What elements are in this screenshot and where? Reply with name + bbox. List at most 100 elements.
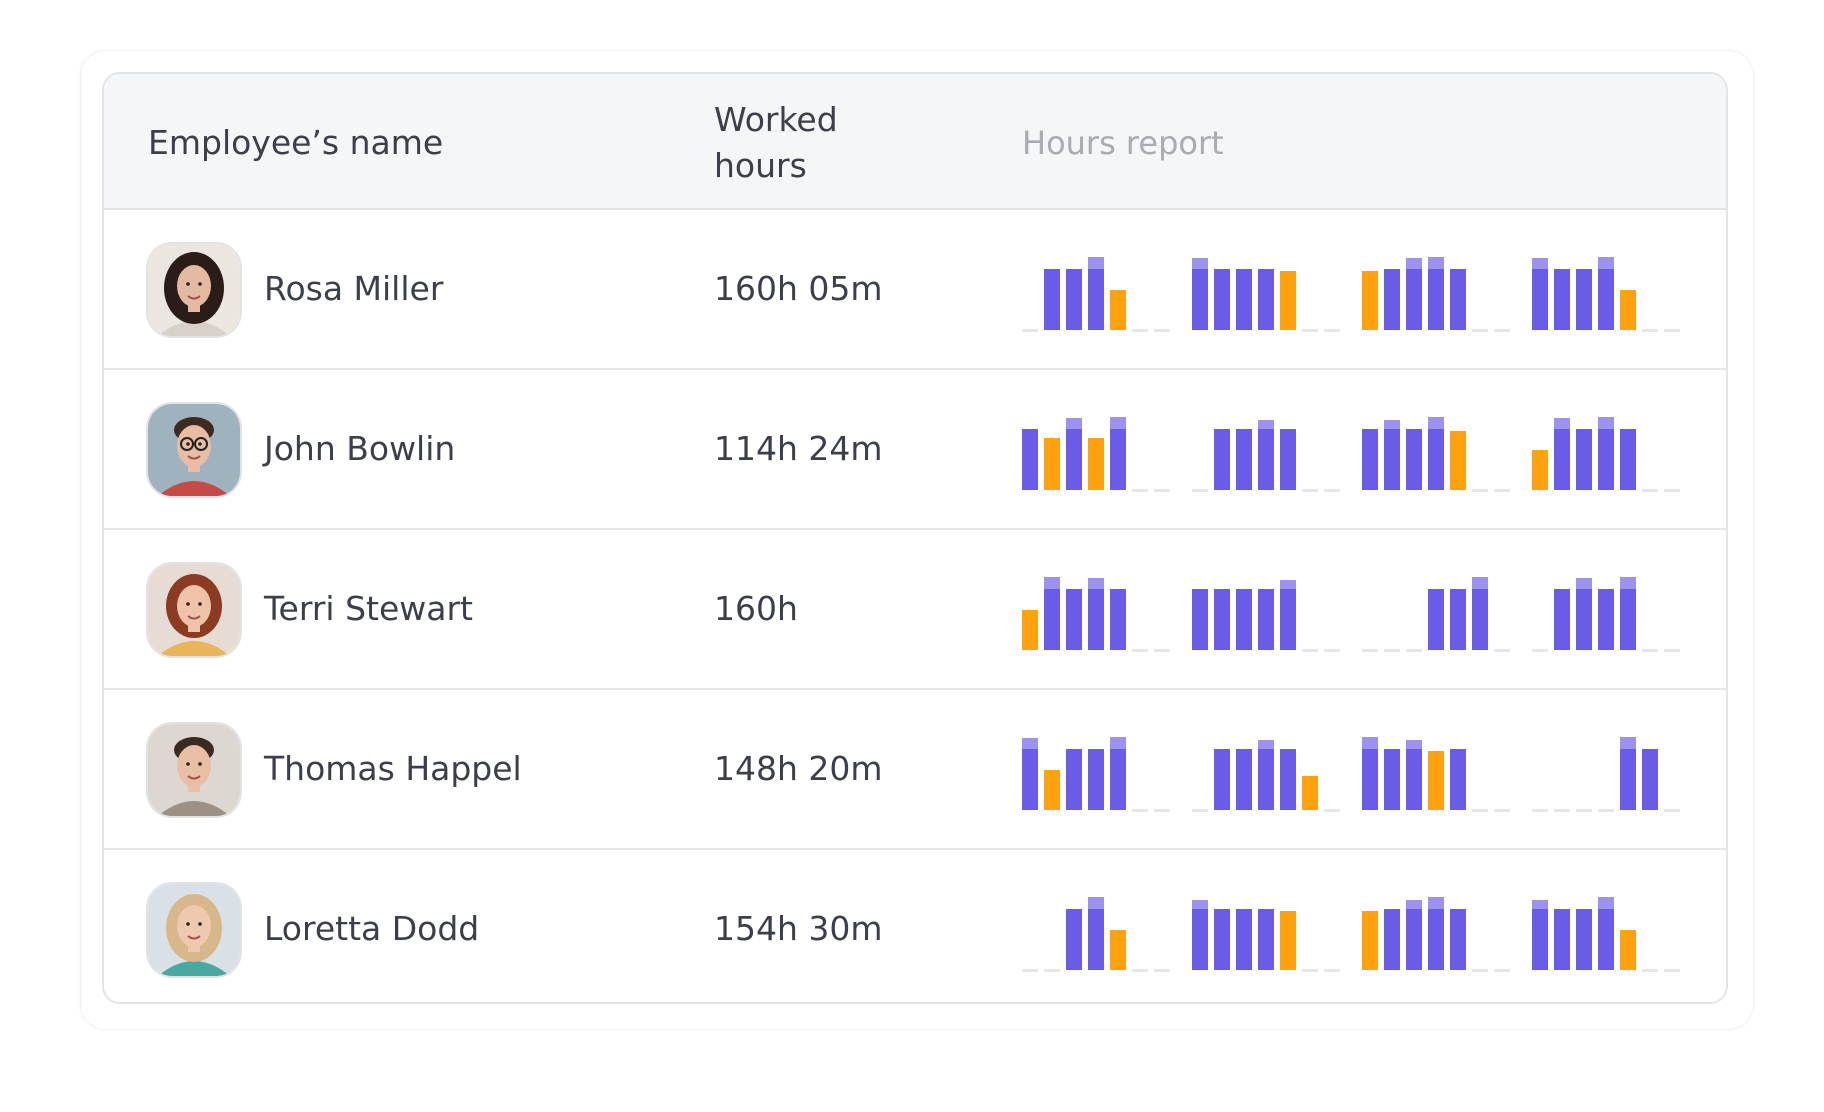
day-bar-partial[interactable] [1280, 911, 1296, 970]
day-bar-worked[interactable] [1066, 909, 1082, 970]
day-bar-worked[interactable] [1362, 429, 1378, 490]
day-bar-worked[interactable] [1044, 589, 1060, 650]
day-bar-worked[interactable] [1554, 909, 1570, 970]
day-bar-overtime[interactable] [1428, 417, 1444, 429]
day-bar-overtime[interactable] [1620, 577, 1636, 589]
day-bar-overtime[interactable] [1472, 577, 1488, 589]
day-bar-partial[interactable] [1362, 911, 1378, 970]
column-header-hours-report[interactable]: Hours report [1022, 124, 1224, 162]
day-bar-worked[interactable] [1258, 909, 1274, 970]
table-row[interactable]: Loretta Dodd 154h 30m [104, 850, 1726, 1002]
day-bar-overtime[interactable] [1192, 258, 1208, 269]
day-bar-partial[interactable] [1362, 271, 1378, 330]
table-row[interactable]: John Bowlin 114h 24m [104, 370, 1726, 530]
day-bar-worked[interactable] [1576, 909, 1592, 970]
day-bar-worked[interactable] [1406, 429, 1422, 490]
day-bar-worked[interactable] [1110, 429, 1126, 490]
day-bar-worked[interactable] [1214, 749, 1230, 810]
day-bar-worked[interactable] [1554, 589, 1570, 650]
day-bar-partial[interactable] [1302, 776, 1318, 810]
column-header-worked-hours[interactable]: Worked hours [714, 97, 894, 189]
day-bar-worked[interactable] [1428, 269, 1444, 330]
day-bar-worked[interactable] [1554, 269, 1570, 330]
day-bar-worked[interactable] [1450, 269, 1466, 330]
day-bar-worked[interactable] [1406, 269, 1422, 330]
day-bar-overtime[interactable] [1044, 577, 1060, 589]
day-bar-overtime[interactable] [1258, 420, 1274, 429]
day-bar-overtime[interactable] [1428, 897, 1444, 909]
day-bar-overtime[interactable] [1598, 417, 1614, 429]
day-bar-partial[interactable] [1088, 438, 1104, 490]
day-bar-worked[interactable] [1192, 269, 1208, 330]
day-bar-partial[interactable] [1022, 610, 1038, 650]
day-bar-worked[interactable] [1044, 269, 1060, 330]
day-bar-worked[interactable] [1088, 909, 1104, 970]
day-bar-worked[interactable] [1450, 589, 1466, 650]
day-bar-worked[interactable] [1066, 429, 1082, 490]
day-bar-worked[interactable] [1258, 429, 1274, 490]
day-bar-worked[interactable] [1236, 749, 1252, 810]
day-bar-partial[interactable] [1620, 290, 1636, 330]
day-bar-worked[interactable] [1620, 749, 1636, 810]
day-bar-overtime[interactable] [1598, 257, 1614, 269]
day-bar-worked[interactable] [1576, 269, 1592, 330]
day-bar-worked[interactable] [1620, 589, 1636, 650]
day-bar-overtime[interactable] [1066, 418, 1082, 429]
day-bar-overtime[interactable] [1022, 738, 1038, 749]
day-bar-worked[interactable] [1384, 909, 1400, 970]
day-bar-overtime[interactable] [1110, 417, 1126, 429]
day-bar-worked[interactable] [1280, 429, 1296, 490]
day-bar-partial[interactable] [1044, 770, 1060, 810]
day-bar-partial[interactable] [1044, 438, 1060, 490]
day-bar-overtime[interactable] [1362, 737, 1378, 749]
day-bar-partial[interactable] [1110, 290, 1126, 330]
day-bar-worked[interactable] [1214, 429, 1230, 490]
day-bar-worked[interactable] [1110, 749, 1126, 810]
day-bar-worked[interactable] [1258, 589, 1274, 650]
day-bar-worked[interactable] [1088, 749, 1104, 810]
day-bar-worked[interactable] [1110, 589, 1126, 650]
day-bar-worked[interactable] [1642, 749, 1658, 810]
day-bar-worked[interactable] [1066, 269, 1082, 330]
day-bar-partial[interactable] [1620, 930, 1636, 970]
day-bar-worked[interactable] [1214, 269, 1230, 330]
day-bar-worked[interactable] [1280, 589, 1296, 650]
day-bar-overtime[interactable] [1576, 578, 1592, 589]
day-bar-worked[interactable] [1384, 429, 1400, 490]
table-row[interactable]: Terri Stewart 160h [104, 530, 1726, 690]
day-bar-worked[interactable] [1428, 909, 1444, 970]
day-bar-worked[interactable] [1066, 749, 1082, 810]
day-bar-overtime[interactable] [1406, 740, 1422, 749]
day-bar-worked[interactable] [1280, 749, 1296, 810]
day-bar-overtime[interactable] [1088, 257, 1104, 269]
day-bar-worked[interactable] [1620, 429, 1636, 490]
day-bar-overtime[interactable] [1428, 257, 1444, 269]
day-bar-worked[interactable] [1088, 269, 1104, 330]
day-bar-worked[interactable] [1384, 269, 1400, 330]
day-bar-partial[interactable] [1428, 751, 1444, 810]
day-bar-worked[interactable] [1406, 749, 1422, 810]
day-bar-partial[interactable] [1450, 431, 1466, 490]
day-bar-overtime[interactable] [1532, 900, 1548, 909]
day-bar-worked[interactable] [1598, 269, 1614, 330]
day-bar-worked[interactable] [1576, 429, 1592, 490]
day-bar-overtime[interactable] [1406, 258, 1422, 269]
day-bar-overtime[interactable] [1384, 420, 1400, 429]
day-bar-worked[interactable] [1598, 909, 1614, 970]
day-bar-partial[interactable] [1110, 930, 1126, 970]
day-bar-worked[interactable] [1428, 589, 1444, 650]
day-bar-worked[interactable] [1362, 749, 1378, 810]
day-bar-partial[interactable] [1280, 271, 1296, 330]
day-bar-worked[interactable] [1192, 909, 1208, 970]
day-bar-partial[interactable] [1532, 450, 1548, 490]
day-bar-worked[interactable] [1428, 429, 1444, 490]
day-bar-worked[interactable] [1236, 429, 1252, 490]
table-row[interactable]: Thomas Happel 148h 20m [104, 690, 1726, 850]
day-bar-worked[interactable] [1450, 749, 1466, 810]
day-bar-overtime[interactable] [1258, 740, 1274, 749]
day-bar-overtime[interactable] [1620, 737, 1636, 749]
day-bar-worked[interactable] [1258, 749, 1274, 810]
day-bar-worked[interactable] [1532, 269, 1548, 330]
day-bar-worked[interactable] [1214, 589, 1230, 650]
day-bar-overtime[interactable] [1406, 900, 1422, 909]
